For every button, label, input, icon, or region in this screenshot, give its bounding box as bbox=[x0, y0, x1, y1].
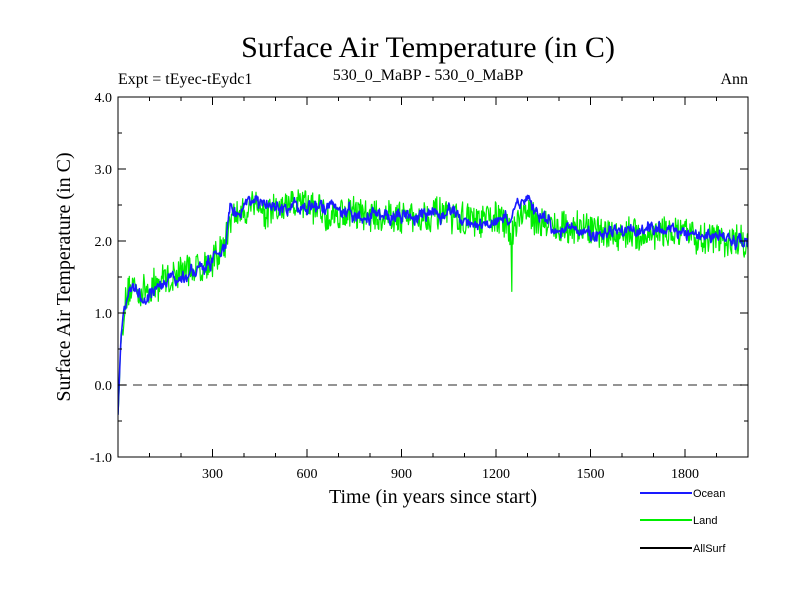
legend-label-ocean: Ocean bbox=[693, 488, 725, 500]
x-tick-label: 1800 bbox=[671, 467, 699, 482]
x-tick-label: 900 bbox=[391, 467, 412, 482]
series-layer bbox=[118, 189, 748, 415]
x-axis-label: Time (in years since start) bbox=[329, 486, 537, 508]
experiment-label: Expt = tEyec-tEydc1 bbox=[118, 71, 252, 88]
y-tick-label: 1.0 bbox=[95, 307, 113, 322]
x-axis-ticks: 300 600 900 1200 1500 1800 bbox=[149, 97, 717, 482]
series-line-ocean bbox=[118, 194, 748, 415]
y-tick-label: 3.0 bbox=[95, 163, 113, 178]
x-tick-label: 600 bbox=[297, 467, 318, 482]
y-tick-label: 4.0 bbox=[95, 91, 113, 106]
legend-label-land: Land bbox=[693, 515, 717, 527]
y-tick-label: -1.0 bbox=[90, 451, 112, 466]
season-label: Ann bbox=[720, 71, 748, 88]
x-tick-label: 1200 bbox=[482, 467, 510, 482]
y-axis-ticks: -1.0 0.0 1.0 2.0 3.0 4.0 bbox=[90, 91, 748, 466]
y-axis-label: Surface Air Temperature (in C) bbox=[53, 152, 75, 401]
chart-title: Surface Air Temperature (in C) bbox=[241, 31, 615, 64]
y-tick-label: 0.0 bbox=[95, 379, 113, 394]
comparison-label: 530_0_MaBP - 530_0_MaBP bbox=[333, 67, 524, 84]
plot-area: 300 600 900 1200 1500 1800 -1.0 0.0 1.0 2.0 3.0 4.… bbox=[90, 91, 749, 482]
legend: Ocean Land AllSurf bbox=[640, 488, 726, 555]
legend-label-allsurf: AllSurf bbox=[693, 543, 726, 555]
x-tick-label: 300 bbox=[202, 467, 223, 482]
x-tick-label: 1500 bbox=[577, 467, 605, 482]
y-tick-label: 2.0 bbox=[95, 235, 113, 250]
